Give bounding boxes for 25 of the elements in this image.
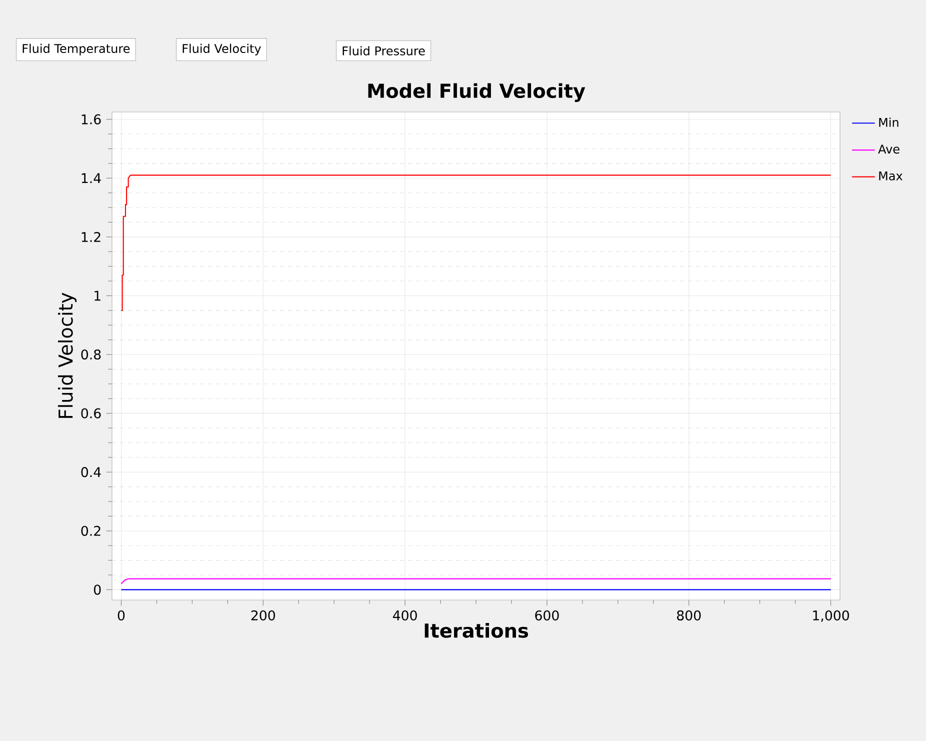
y-tick-label: 0.4	[81, 467, 101, 478]
line-series	[120, 174, 832, 311]
y-tick-label: 1.4	[82, 173, 101, 183]
x-tick-label: 400	[392, 610, 417, 620]
y-tick-label: 0.6	[81, 408, 101, 418]
chart-title: Model Fluid Velocity	[368, 83, 586, 102]
text: Fluid Pressure	[342, 46, 425, 56]
x-tick-label: 0	[118, 610, 125, 620]
x-tick-label: 600	[535, 610, 559, 620]
text: Fluid Temperature	[22, 44, 130, 56]
y-tick-label: 0.2	[81, 526, 100, 536]
y-tick-label: 0	[94, 584, 101, 595]
y-tick-label: 0.8	[81, 349, 101, 360]
y-axis-title: Fluid Velocity	[58, 292, 77, 418]
y-tick-label: 1	[94, 290, 100, 301]
y-tick-label: 1.2	[82, 232, 100, 242]
x-axis-title: Iterations	[424, 623, 528, 638]
y-tick-label: 1.6	[82, 114, 101, 124]
text: Fluid Velocity	[182, 44, 261, 56]
x-tick-label: 200	[251, 610, 275, 620]
x-tick-label: 800	[677, 610, 701, 620]
legend-label: Ave	[878, 144, 900, 154]
legend-label: Max	[879, 171, 902, 180]
legend-label: Min	[879, 118, 898, 127]
x-tick-label: 1,000	[813, 610, 849, 622]
